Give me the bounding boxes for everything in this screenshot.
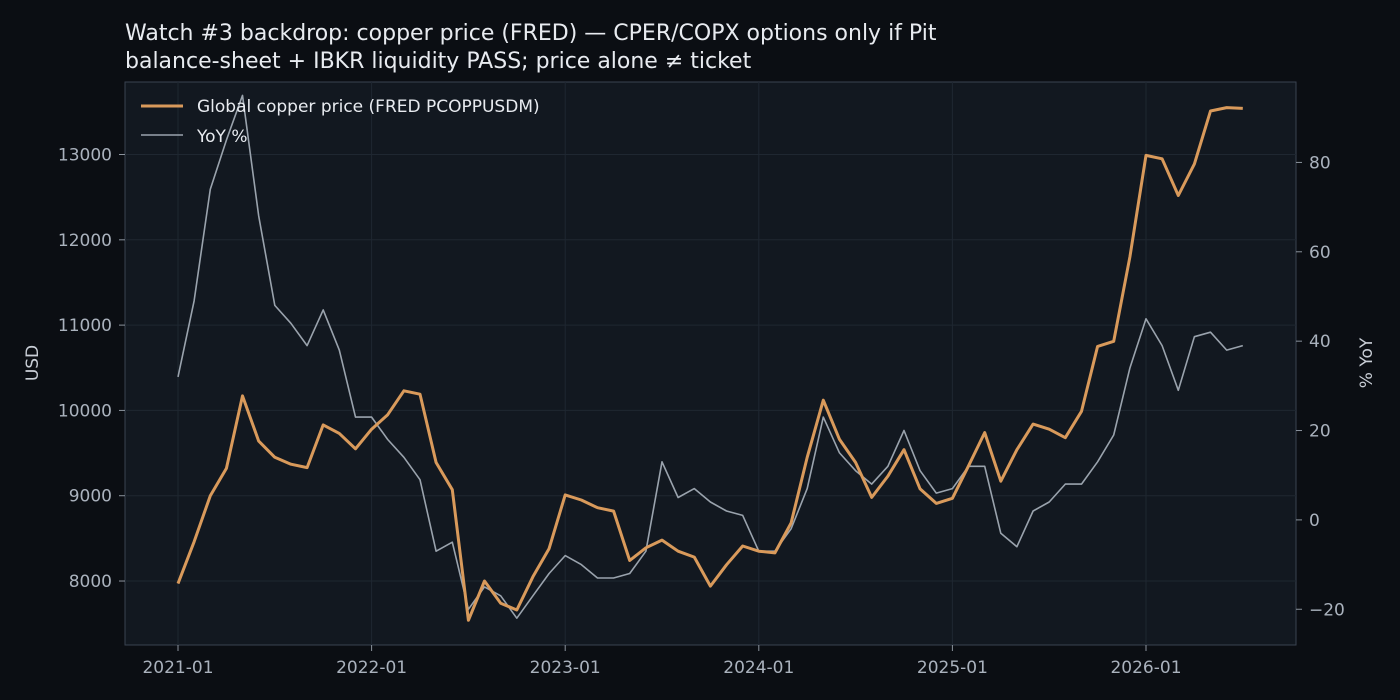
x-tick-label: 2025-01 [917, 658, 988, 678]
legend-label-copper: Global copper price (FRED PCOPPUSDM) [197, 97, 540, 117]
axis-ticks: 2021-01 2022-01 2023-01 2024-01 2025-01 2026-… [58, 146, 1345, 678]
y2-axis-label: % YoY [1357, 337, 1377, 388]
legend: Global copper price (FRED PCOPPUSDM) YoY… [141, 97, 540, 147]
y-axis-label: USD [23, 345, 43, 381]
y-tick-label: 9000 [69, 487, 112, 507]
x-tick-label: 2026-01 [1110, 658, 1181, 678]
y2-tick-label: 40 [1309, 332, 1331, 352]
chart-title: Watch #3 backdrop: copper price (FRED) —… [125, 20, 936, 76]
x-tick-label: 2022-01 [336, 658, 407, 678]
gridlines [125, 82, 1296, 645]
y2-tick-label: 0 [1309, 511, 1320, 531]
series-lines [176, 94, 1244, 622]
y-tick-label: 11000 [58, 316, 112, 336]
y-tick-label: 8000 [69, 572, 112, 592]
series-line-yoy [177, 94, 1244, 620]
y-tick-label: 10000 [58, 401, 112, 421]
y2-tick-label: −20 [1309, 600, 1345, 620]
y2-tick-label: 20 [1309, 422, 1331, 442]
y-tick-label: 12000 [58, 231, 112, 251]
chart-title-line-1: Watch #3 backdrop: copper price (FRED) —… [125, 21, 937, 46]
x-tick-label: 2024-01 [723, 658, 794, 678]
series-line-copper [176, 106, 1243, 622]
plot-area [124, 81, 1297, 646]
y2-tick-label: 80 [1309, 153, 1331, 173]
legend-label-yoy: YoY % [196, 127, 247, 147]
y-tick-label: 13000 [58, 146, 112, 166]
x-tick-label: 2023-01 [530, 658, 601, 678]
chart-title-line-2: balance-sheet + IBKR liquidity PASS; pri… [125, 49, 752, 74]
y2-tick-label: 60 [1309, 243, 1331, 263]
x-tick-label: 2021-01 [142, 658, 213, 678]
